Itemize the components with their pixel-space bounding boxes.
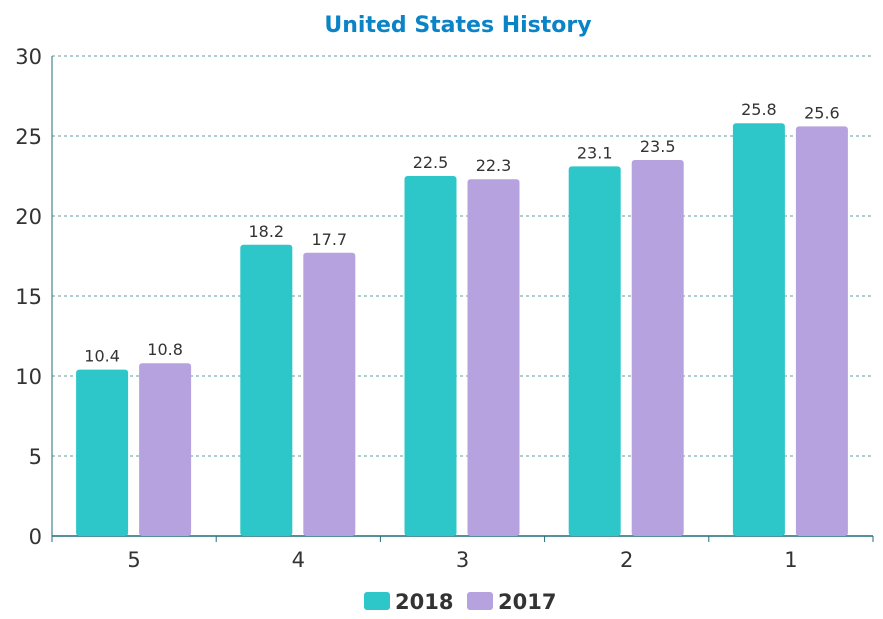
bar-2018-2[interactable] xyxy=(568,166,621,536)
bar-2017-1[interactable] xyxy=(795,126,848,537)
x-tick-label: 4 xyxy=(292,548,305,572)
data-label: 17.7 xyxy=(311,230,347,249)
bar-2018-3[interactable] xyxy=(404,176,457,536)
x-tick-label: 2 xyxy=(620,548,633,572)
chart-title: United States History xyxy=(324,13,591,38)
bar-2017-5[interactable] xyxy=(139,363,192,536)
data-label: 18.2 xyxy=(248,222,284,241)
x-tick-label: 5 xyxy=(127,548,140,572)
bars: 10.4 10.8 18.2 17.7 22.5 22.3 23.1 23.5 25.8 25.6 xyxy=(76,100,848,537)
bar-2018-5[interactable] xyxy=(76,369,129,536)
data-label: 25.8 xyxy=(741,100,777,119)
legend-label-2017[interactable]: 2017 xyxy=(498,590,556,614)
legend-swatch-2017[interactable] xyxy=(467,592,493,610)
data-label: 23.1 xyxy=(577,143,613,162)
data-label: 10.4 xyxy=(84,347,120,366)
legend-label-2018[interactable]: 2018 xyxy=(395,590,453,614)
y-tick-label: 5 xyxy=(29,445,42,469)
bar-2017-4[interactable] xyxy=(303,252,356,537)
x-tick-label: 3 xyxy=(456,548,469,572)
y-tick-label: 30 xyxy=(15,45,42,69)
bar-2017-3[interactable] xyxy=(467,179,520,536)
x-tick-label: 1 xyxy=(784,548,797,572)
data-label: 22.3 xyxy=(476,156,512,175)
data-label: 25.6 xyxy=(804,103,840,122)
bar-2018-1[interactable] xyxy=(732,123,785,536)
y-tick-label: 15 xyxy=(15,285,42,309)
axes: 0 5 10 15 20 25 30 5 4 3 2 1 xyxy=(15,45,874,572)
legend-swatch-2018[interactable] xyxy=(364,592,390,610)
data-label: 23.5 xyxy=(640,137,676,156)
y-tick-label: 0 xyxy=(29,525,42,549)
bar-2017-2[interactable] xyxy=(631,160,684,536)
legend[interactable]: 2018 2017 xyxy=(364,590,556,614)
y-tick-label: 10 xyxy=(15,365,42,389)
y-tick-label: 25 xyxy=(15,125,42,149)
y-tick-label: 20 xyxy=(15,205,42,229)
bar-2018-4[interactable] xyxy=(240,244,293,537)
data-label: 10.8 xyxy=(147,340,183,359)
data-label: 22.5 xyxy=(413,153,449,172)
